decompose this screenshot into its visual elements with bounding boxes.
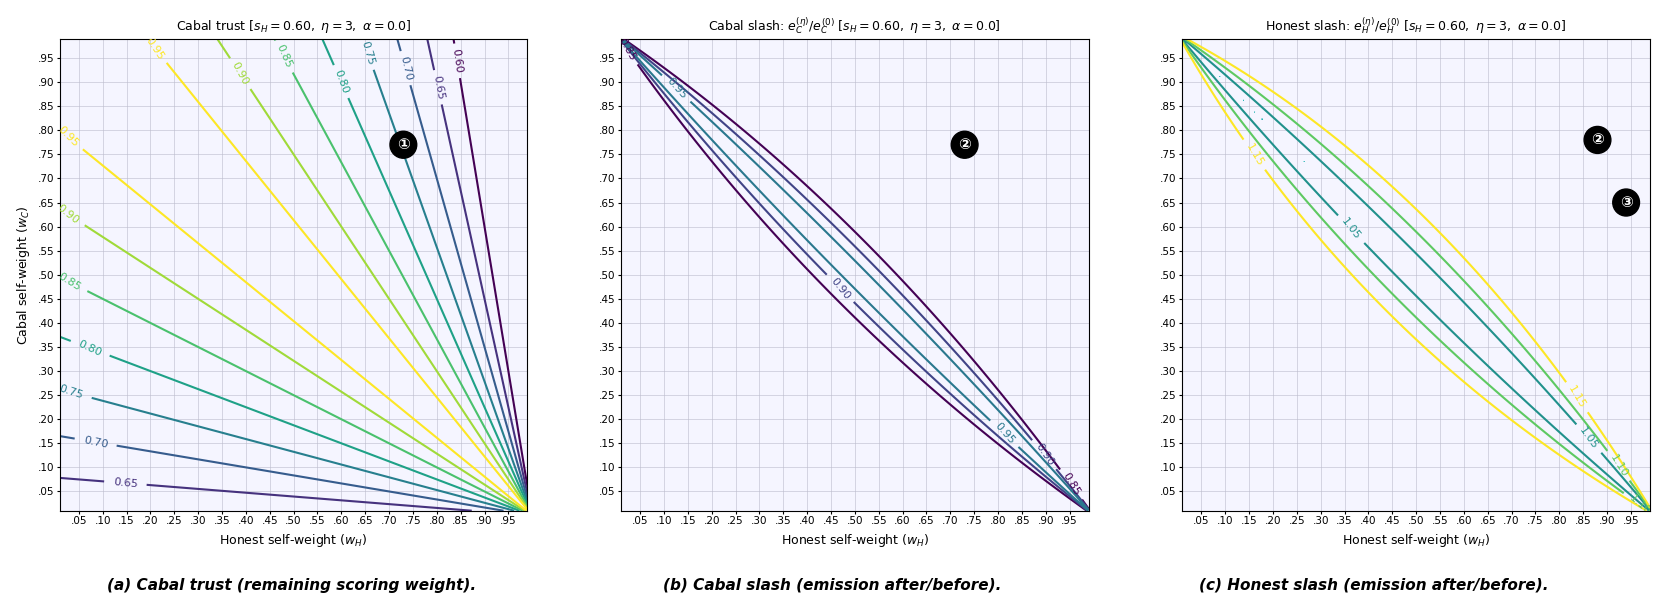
Text: 0.85: 0.85	[1060, 471, 1082, 498]
Text: 0.85: 0.85	[616, 36, 637, 63]
Text: 0.85: 0.85	[57, 271, 82, 292]
Text: 0.90: 0.90	[230, 60, 250, 87]
Text: 0.60: 0.60	[451, 48, 464, 74]
Text: 0.65: 0.65	[113, 477, 138, 489]
Text: 0.75: 0.75	[359, 40, 376, 66]
X-axis label: Honest self-weight ($w_H$): Honest self-weight ($w_H$)	[220, 532, 368, 549]
Text: 0.65: 0.65	[431, 74, 444, 100]
Circle shape	[1612, 189, 1639, 216]
Circle shape	[1582, 126, 1609, 153]
Text: 0.95: 0.95	[143, 35, 166, 61]
X-axis label: Honest self-weight ($w_H$): Honest self-weight ($w_H$)	[780, 532, 929, 549]
Text: 0.90: 0.90	[1032, 441, 1055, 468]
Text: 0.70: 0.70	[83, 435, 108, 449]
Text: (c) Honest slash (emission after/before).: (c) Honest slash (emission after/before)…	[1198, 578, 1548, 593]
Title: Cabal trust [$s_H = 0.60,\ \eta = 3,\ \alpha = 0.0]$: Cabal trust [$s_H = 0.60,\ \eta = 3,\ \a…	[176, 18, 411, 35]
Text: 0.90: 0.90	[55, 203, 80, 226]
Text: 1.05: 1.05	[1340, 216, 1361, 242]
Text: 0.75: 0.75	[58, 384, 85, 401]
Text: 1.05: 1.05	[1577, 426, 1599, 452]
Text: 1.15: 1.15	[1566, 384, 1587, 410]
Text: 0.95: 0.95	[992, 421, 1015, 446]
Text: 0.85: 0.85	[275, 43, 293, 70]
Text: 0.95: 0.95	[55, 125, 80, 149]
Text: (b) Cabal slash (emission after/before).: (b) Cabal slash (emission after/before).	[662, 578, 1002, 593]
Text: ①: ①	[396, 137, 409, 152]
Text: ②: ②	[1591, 133, 1602, 147]
Text: 0.90: 0.90	[829, 275, 852, 301]
Circle shape	[950, 131, 977, 158]
Text: 1.10: 1.10	[1607, 453, 1629, 479]
Text: 0.95: 0.95	[664, 76, 687, 101]
Y-axis label: Cabal self-weight ($w_C$): Cabal self-weight ($w_C$)	[15, 205, 32, 345]
Text: ②: ②	[957, 137, 970, 152]
Text: 1.15: 1.15	[1243, 142, 1265, 168]
Text: (a) Cabal trust (remaining scoring weight).: (a) Cabal trust (remaining scoring weigh…	[106, 578, 476, 593]
Text: 0.80: 0.80	[333, 68, 349, 95]
Text: 1.10: 1.10	[1626, 493, 1651, 517]
Title: Honest slash: $e_H^{(\eta)}/e_H^{(0)}$ [$s_H = 0.60,\ \eta = 3,\ \alpha = 0.0]$: Honest slash: $e_H^{(\eta)}/e_H^{(0)}$ […	[1265, 15, 1566, 36]
Text: 0.80: 0.80	[77, 339, 103, 358]
X-axis label: Honest self-weight ($w_H$): Honest self-weight ($w_H$)	[1341, 532, 1489, 549]
Circle shape	[389, 131, 416, 158]
Text: ③: ③	[1619, 195, 1632, 210]
Title: Cabal slash: $e_C^{(\eta)}/e_C^{(0)}$ [$s_H = 0.60,\ \eta = 3,\ \alpha = 0.0]$: Cabal slash: $e_C^{(\eta)}/e_C^{(0)}$ [$…	[709, 15, 1000, 36]
Text: 0.70: 0.70	[398, 55, 413, 81]
